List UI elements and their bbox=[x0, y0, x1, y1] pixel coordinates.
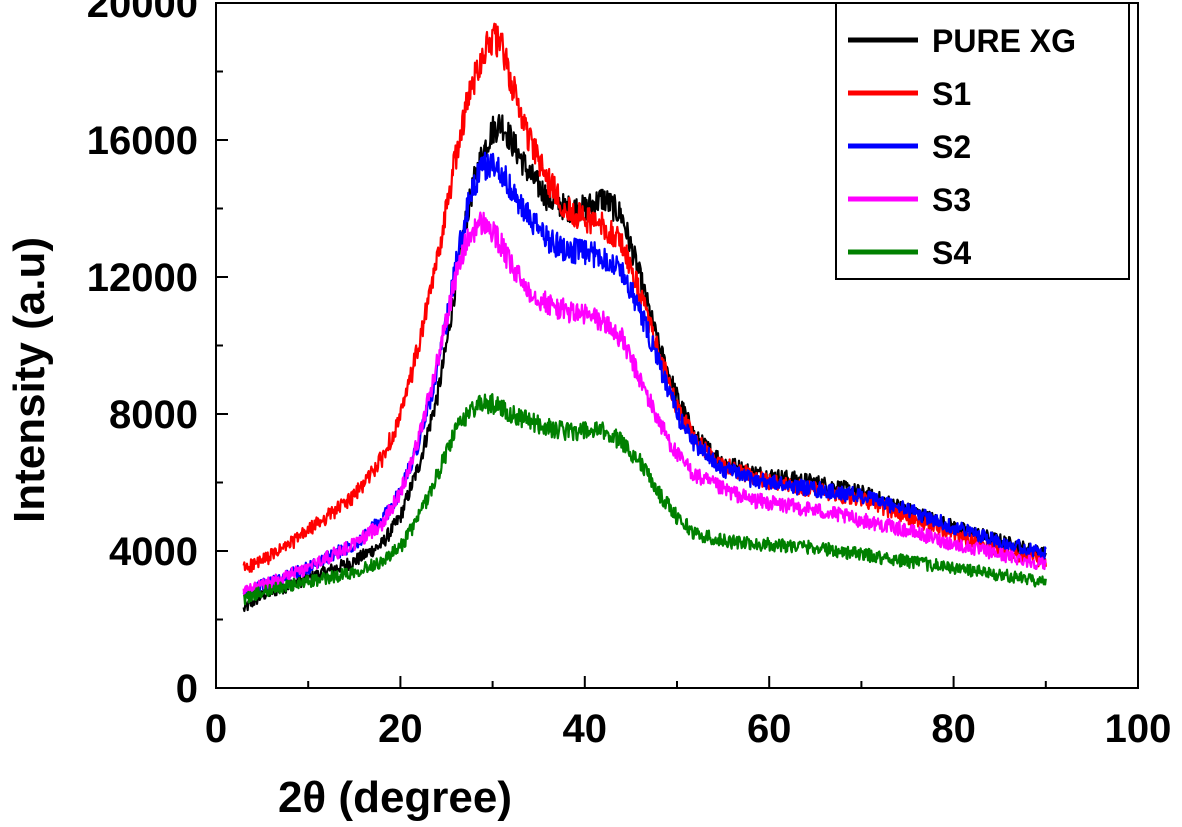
series-line-s1 bbox=[242, 22, 1047, 573]
x-tick-label: 20 bbox=[378, 707, 423, 751]
y-tick-label: 8000 bbox=[109, 393, 198, 437]
series-line-pure-xg bbox=[242, 114, 1047, 613]
legend-label: S1 bbox=[932, 76, 971, 112]
x-tick-label: 60 bbox=[747, 707, 792, 751]
legend-label: S2 bbox=[932, 129, 971, 165]
y-tick-label: 16000 bbox=[87, 119, 198, 163]
series-line-s4 bbox=[242, 393, 1047, 606]
x-tick-label: 100 bbox=[1105, 707, 1172, 751]
legend-box bbox=[835, 2, 1130, 280]
x-tick-label: 80 bbox=[931, 707, 976, 751]
y-axis-title: Intensity (a.u) bbox=[5, 237, 54, 523]
series-layer bbox=[242, 22, 1047, 613]
legend-label: PURE XG bbox=[932, 23, 1076, 59]
series-line-s3 bbox=[242, 211, 1047, 598]
legend-label: S3 bbox=[932, 182, 971, 218]
tick-layer: 0 20 40 60 80 100 0 4000 8000 12000 16000 20000 bbox=[87, 0, 1172, 751]
y-tick-label: 12000 bbox=[87, 256, 198, 300]
x-axis-title: 2θ (degree) bbox=[278, 773, 512, 822]
y-tick-label: 20000 bbox=[87, 0, 198, 26]
legend: PURE XG S1 S2 S3 S4 bbox=[835, 2, 1130, 280]
x-tick-label: 0 bbox=[205, 707, 227, 751]
x-tick-label: 40 bbox=[563, 707, 608, 751]
y-tick-label: 0 bbox=[176, 667, 198, 711]
series-line-s2 bbox=[242, 151, 1047, 599]
legend-label: S4 bbox=[932, 235, 971, 271]
y-tick-label: 4000 bbox=[109, 530, 198, 574]
